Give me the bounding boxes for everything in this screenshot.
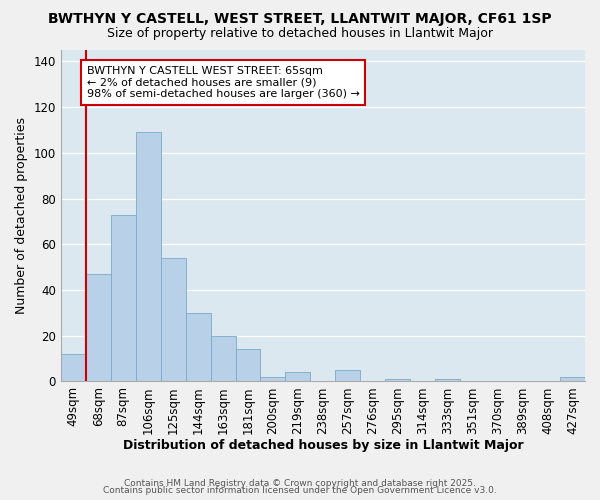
Bar — [385, 379, 410, 382]
Y-axis label: Number of detached properties: Number of detached properties — [15, 117, 28, 314]
Bar — [335, 370, 361, 382]
Bar — [286, 372, 310, 382]
Text: BWTHYN Y CASTELL, WEST STREET, LLANTWIT MAJOR, CF61 1SP: BWTHYN Y CASTELL, WEST STREET, LLANTWIT … — [48, 12, 552, 26]
Bar — [61, 354, 86, 382]
Bar — [111, 214, 136, 382]
Text: BWTHYN Y CASTELL WEST STREET: 65sqm
← 2% of detached houses are smaller (9)
98% : BWTHYN Y CASTELL WEST STREET: 65sqm ← 2%… — [87, 66, 360, 99]
X-axis label: Distribution of detached houses by size in Llantwit Major: Distribution of detached houses by size … — [122, 440, 523, 452]
Text: Size of property relative to detached houses in Llantwit Major: Size of property relative to detached ho… — [107, 28, 493, 40]
Text: Contains public sector information licensed under the Open Government Licence v3: Contains public sector information licen… — [103, 486, 497, 495]
Bar — [435, 379, 460, 382]
Bar — [86, 274, 111, 382]
Bar — [185, 313, 211, 382]
Bar — [161, 258, 185, 382]
Text: Contains HM Land Registry data © Crown copyright and database right 2025.: Contains HM Land Registry data © Crown c… — [124, 478, 476, 488]
Bar — [236, 350, 260, 382]
Bar — [211, 336, 236, 382]
Bar — [560, 377, 585, 382]
Bar — [136, 132, 161, 382]
Bar — [260, 377, 286, 382]
